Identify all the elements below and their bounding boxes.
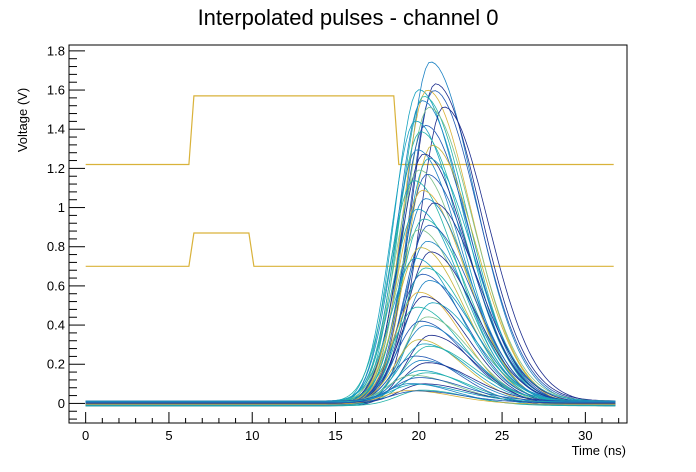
x-tick-label: 10 bbox=[245, 428, 259, 443]
series-line-56 bbox=[85, 389, 616, 407]
y-tick-label: 1.4 bbox=[47, 122, 65, 137]
series-line-53 bbox=[85, 383, 616, 406]
chart-title: Interpolated pulses - channel 0 bbox=[198, 5, 499, 30]
plot-frame bbox=[68, 44, 628, 424]
y-axis-label: Voltage (V) bbox=[15, 88, 30, 152]
x-tick-label: 15 bbox=[328, 428, 342, 443]
axes-group: 0 5 10 15 20 25 30 0 0.2 0.4 0.6 0.8 1 1.2 1.4 1.6 1.8 bbox=[47, 43, 620, 443]
x-tick-label: 25 bbox=[495, 428, 509, 443]
y-tick-label: 0.8 bbox=[47, 239, 65, 254]
y-tick-label: 1.2 bbox=[47, 161, 65, 176]
series-line-58 bbox=[85, 390, 616, 403]
y-tick-label: 1.8 bbox=[47, 43, 65, 58]
plot-area: 0 5 10 15 20 25 30 0 0.2 0.4 0.6 0.8 1 1.2 1.4 1.6 1.8 bbox=[47, 43, 628, 443]
y-tick-label: 1 bbox=[58, 200, 65, 215]
series-line-1 bbox=[85, 232, 614, 267]
series-line-52 bbox=[85, 377, 616, 402]
y-tick-label: 0.6 bbox=[47, 278, 65, 293]
series-line-55 bbox=[85, 383, 616, 403]
series-group bbox=[85, 61, 616, 407]
series-line-57 bbox=[85, 390, 616, 405]
y-tick-label: 0.2 bbox=[47, 357, 65, 372]
x-tick-label: 0 bbox=[82, 428, 89, 443]
x-tick-label: 20 bbox=[412, 428, 426, 443]
x-tick-label: 5 bbox=[165, 428, 172, 443]
series-line-0 bbox=[85, 95, 614, 166]
y-tick-label: 0 bbox=[58, 396, 65, 411]
x-tick-label: 30 bbox=[578, 428, 592, 443]
y-tick-label: 1.6 bbox=[47, 83, 65, 98]
y-tick-label: 0.4 bbox=[47, 318, 65, 333]
x-axis-label: Time (ns) bbox=[572, 443, 626, 458]
